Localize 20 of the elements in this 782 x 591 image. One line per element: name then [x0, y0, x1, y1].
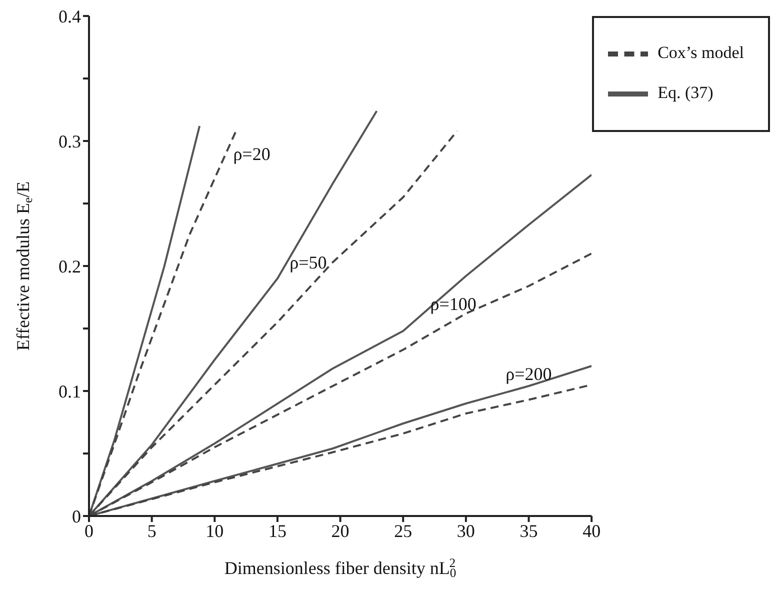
x-tick-label: 20: [331, 520, 350, 541]
x-tick-label: 40: [582, 520, 601, 541]
x-tick-label: 15: [268, 520, 286, 541]
x-tick-label: 5: [147, 520, 156, 541]
x-tick-label: 35: [520, 520, 538, 541]
annotation: ρ=100: [430, 294, 476, 314]
y-tick-label: 0.3: [58, 131, 81, 152]
y-tick-label: 0: [72, 506, 81, 526]
y-tick-label: 0.1: [58, 381, 81, 402]
x-tick-label: 25: [394, 520, 412, 541]
y-tick-label: 0.4: [58, 6, 81, 26]
annotation: ρ=200: [506, 364, 552, 384]
x-tick-label: 10: [206, 520, 224, 541]
legend-label: Eq. (37): [658, 82, 714, 102]
y-tick-label: 0.2: [58, 256, 81, 276]
annotation: ρ=20: [233, 144, 270, 164]
legend-label: Cox’s model: [658, 42, 744, 62]
x-tick-label: 30: [456, 520, 475, 541]
x-tick-label: 0: [84, 520, 94, 541]
annotation: ρ=50: [290, 252, 327, 273]
